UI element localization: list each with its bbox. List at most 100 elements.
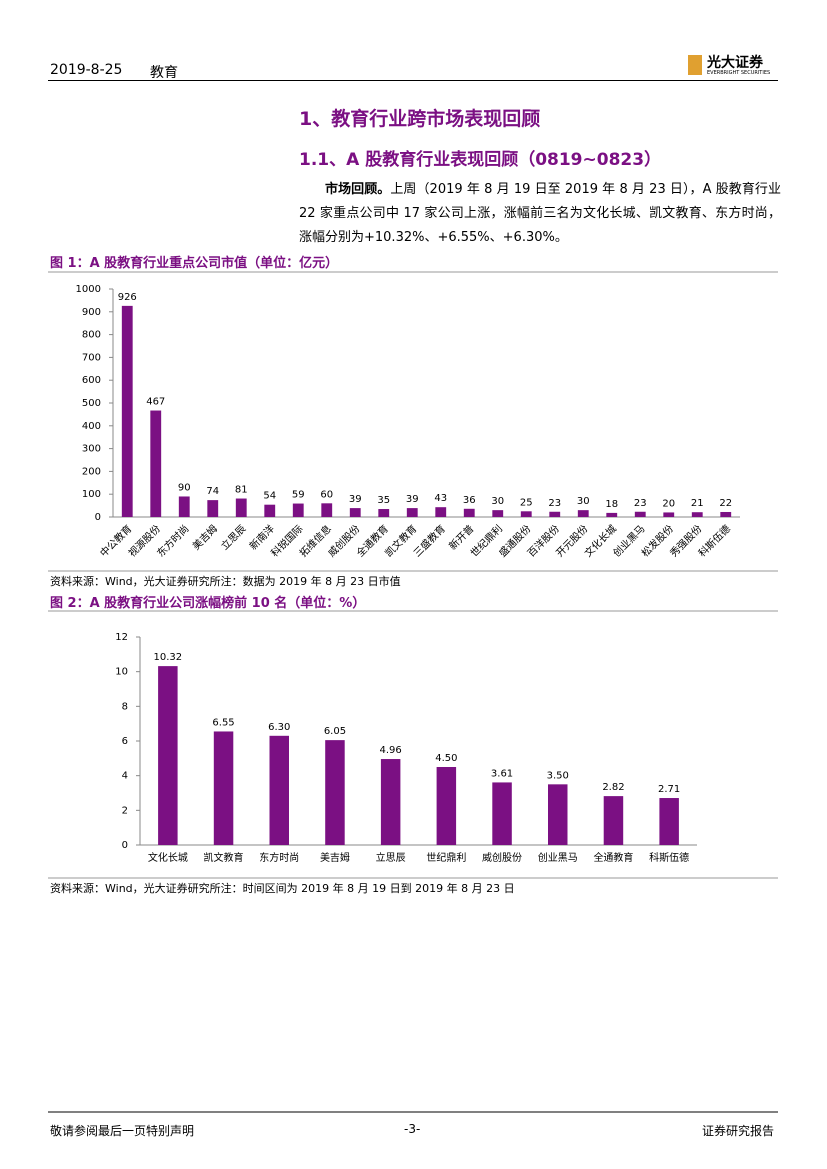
value-label: 59 <box>292 490 305 501</box>
x-tick-label: 科斯伍德 <box>696 522 733 559</box>
figure-source: 资料来源：Wind，光大证券研究所注：数据为 2019 年 8 月 23 日市值 <box>50 575 401 588</box>
y-tick-label: 200 <box>82 466 101 477</box>
y-tick-label: 12 <box>115 632 128 643</box>
value-label: 54 <box>263 491 276 502</box>
header-sector: 教育 <box>150 65 178 81</box>
y-tick-label: 700 <box>82 352 101 363</box>
bar <box>691 512 703 517</box>
footer-left: 敬请参阅最后一页特别声明 <box>50 1124 195 1138</box>
value-label: 30 <box>491 496 504 507</box>
value-label: 60 <box>320 489 333 500</box>
x-tick-label: 东方时尚 <box>259 851 299 864</box>
bar <box>150 410 162 517</box>
value-label: 22 <box>719 498 732 509</box>
x-tick-label: 美吉姆 <box>190 522 220 552</box>
y-tick-label: 600 <box>82 375 101 386</box>
logo-en: EVERBRIGHT SECURITIES <box>707 70 771 76</box>
bar <box>603 796 624 845</box>
heading-2: 1.1、A 股教育行业表现回顾（0819~0823） <box>299 150 662 170</box>
paragraph: 市场回顾。上周（2019 年 8 月 19 日至 2019 年 8 月 23 日… <box>299 178 781 250</box>
y-tick-label: 1000 <box>76 284 101 295</box>
footer-center: -3- <box>404 1122 421 1136</box>
bar <box>606 512 618 517</box>
figure-source: 资料来源：Wind，光大证券研究所注：时间区间为 2019 年 8 月 19 日… <box>50 882 515 895</box>
value-label: 10.32 <box>154 652 183 663</box>
figure-title: 图 2：A 股教育行业公司涨幅榜前 10 名（单位：%） <box>50 596 366 611</box>
bar <box>549 511 561 517</box>
footer-right: 证券研究报告 <box>702 1124 775 1138</box>
x-tick-label: 文化长城 <box>148 851 188 864</box>
bar <box>292 503 304 517</box>
bar <box>659 798 679 845</box>
paragraph-lead: 市场回顾。 <box>325 182 391 197</box>
y-tick-label: 900 <box>82 307 101 318</box>
bar <box>634 511 646 517</box>
value-label: 23 <box>634 498 647 509</box>
heading-1: 1、教育行业跨市场表现回顾 <box>299 108 541 130</box>
value-label: 35 <box>377 495 390 506</box>
value-label: 926 <box>118 292 137 303</box>
bar <box>720 511 732 517</box>
value-label: 43 <box>434 493 447 504</box>
logo-mark <box>688 55 702 75</box>
bar <box>178 496 190 517</box>
bar <box>435 507 447 517</box>
x-tick-label: 全通教育 <box>593 851 633 864</box>
y-tick-label: 4 <box>122 771 128 782</box>
value-label: 4.96 <box>380 745 402 756</box>
y-tick-label: 500 <box>82 398 101 409</box>
y-tick-label: 800 <box>82 330 101 341</box>
value-label: 90 <box>178 482 191 493</box>
x-tick-label: 三盛教育 <box>411 522 448 559</box>
value-label: 20 <box>662 498 675 509</box>
x-tick-label: 立思辰 <box>376 851 406 864</box>
y-tick-label: 10 <box>115 667 128 678</box>
value-label: 74 <box>206 486 219 497</box>
header-rule <box>48 80 778 81</box>
bar <box>207 500 219 517</box>
value-label: 4.50 <box>435 753 457 764</box>
x-tick-label: 凯文教育 <box>204 851 244 864</box>
logo: 光大证券 <box>707 55 763 71</box>
bar <box>158 666 178 845</box>
value-label: 3.61 <box>491 768 513 779</box>
x-tick-label: 威创股份 <box>482 851 522 864</box>
bar <box>264 504 276 517</box>
bar <box>380 759 401 845</box>
bar <box>548 784 568 845</box>
value-label: 39 <box>349 494 362 505</box>
bar <box>213 731 234 845</box>
value-label: 467 <box>146 397 165 408</box>
bar <box>269 735 289 845</box>
bar <box>520 511 532 517</box>
value-label: 30 <box>577 496 590 507</box>
bar <box>663 512 675 517</box>
value-label: 39 <box>406 494 419 505</box>
bar <box>577 510 589 517</box>
figure-title: 图 1：A 股教育行业重点公司市值（单位：亿元） <box>50 256 339 271</box>
y-tick-label: 0 <box>95 512 101 523</box>
value-label: 3.50 <box>547 770 569 781</box>
bar <box>325 740 345 845</box>
x-tick-label: 美吉姆 <box>320 851 350 864</box>
bar <box>492 510 504 517</box>
y-tick-label: 2 <box>122 805 128 816</box>
x-tick-label: 东方时尚 <box>154 522 191 559</box>
value-label: 21 <box>691 498 704 509</box>
y-tick-label: 300 <box>82 444 101 455</box>
x-tick-label: 世纪鼎利 <box>426 852 466 864</box>
y-tick-label: 0 <box>122 840 128 851</box>
value-label: 6.05 <box>324 726 346 737</box>
value-label: 6.30 <box>268 722 290 733</box>
bar <box>378 509 390 517</box>
x-tick-label: 立思辰 <box>218 522 248 552</box>
bar <box>436 767 457 845</box>
bar <box>235 498 247 517</box>
header-date: 2019-8-25 <box>50 62 123 78</box>
value-label: 6.55 <box>212 717 234 728</box>
paragraph-text: 上周（2019 年 8 月 19 日至 2019 年 8 月 23 日），A 股… <box>299 182 781 245</box>
bar <box>463 508 475 517</box>
y-tick-label: 400 <box>82 421 101 432</box>
